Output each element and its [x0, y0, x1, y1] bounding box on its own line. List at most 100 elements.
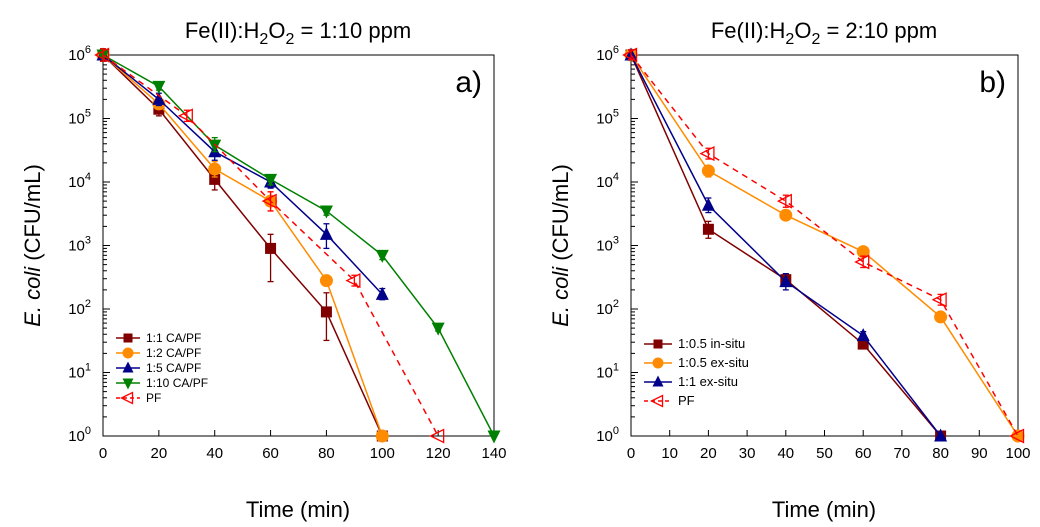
series-5 — [94, 47, 445, 444]
x-tick-label: 70 — [894, 445, 911, 462]
y-tick-label: 104 — [596, 171, 619, 191]
data-point — [776, 193, 792, 209]
series-line — [630, 54, 1019, 437]
y-tick-label: 105 — [68, 108, 91, 128]
legend-marker — [650, 394, 664, 408]
data-point — [152, 91, 166, 105]
legend-label: PF — [146, 391, 161, 405]
legend-marker — [122, 361, 134, 373]
x-tick-label: 0 — [99, 445, 107, 462]
x-tick-label: 80 — [318, 445, 335, 462]
y-tick-label: 101 — [68, 362, 91, 382]
data-point — [931, 292, 947, 308]
y-tick-label: 104 — [68, 171, 91, 191]
x-tick-label: 10 — [661, 445, 678, 462]
x-tick-label: 120 — [426, 445, 451, 462]
data-point — [208, 139, 222, 153]
series-line — [102, 54, 495, 437]
legend-marker — [653, 339, 663, 349]
series-2 — [624, 48, 1025, 443]
legend: 1:0.5 in-situ 1:0.5 ex-situ 1:1 ex-situ PF — [644, 336, 749, 408]
series-line — [102, 54, 383, 437]
x-tick-label: 80 — [932, 445, 949, 462]
data-point — [375, 429, 389, 443]
y-tick-label: 103 — [68, 235, 91, 255]
x-axis-label: Time (min) — [246, 497, 350, 522]
x-tick-label: 100 — [370, 445, 395, 462]
legend-label: 1:2 CA/PF — [146, 346, 201, 360]
legend-label: 1:0.5 in-situ — [678, 336, 745, 351]
data-point — [375, 286, 389, 300]
chart-title: Fe(II):H2O2 = 1:10 ppm — [185, 18, 411, 48]
data-point — [208, 162, 222, 176]
data-point — [702, 223, 714, 235]
x-tick-label: 0 — [627, 445, 635, 462]
y-tick-label: 102 — [68, 298, 91, 318]
legend-label: 1:1 CA/PF — [146, 331, 201, 345]
chart-panel-1: 0 20 40 60 80 100 120 140 100 101 102 103 104 105 106 F… — [20, 18, 507, 522]
data-point — [701, 164, 715, 178]
data-point — [934, 428, 948, 442]
series-1 — [97, 48, 388, 442]
data-point — [319, 205, 333, 219]
series-3 — [624, 47, 948, 442]
data-point — [319, 274, 333, 288]
panel-label: b) — [979, 66, 1006, 99]
x-tick-label: 60 — [262, 445, 279, 462]
data-point — [375, 249, 389, 263]
legend-label: 1:10 CA/PF — [146, 376, 208, 390]
chart-panel-2: 0 10 20 30 40 50 60 70 80 90 100 100 101 102 103 104 105… — [548, 18, 1031, 522]
legend-label: 1:5 CA/PF — [146, 361, 201, 375]
legend-label: 1:1 ex-situ — [678, 374, 738, 389]
y-tick-label: 105 — [596, 108, 619, 128]
data-point — [779, 208, 793, 222]
data-point — [94, 47, 110, 63]
data-point — [856, 328, 870, 342]
legend-label: 1:0.5 ex-situ — [678, 355, 749, 370]
data-point — [701, 197, 715, 211]
data-point — [209, 173, 221, 185]
x-tick-label: 30 — [739, 445, 756, 462]
y-tick-label: 101 — [596, 362, 619, 382]
data-point — [856, 245, 870, 259]
y-axis-label: E. coli (CFU/mL) — [548, 164, 573, 327]
y-tick-label: 100 — [68, 425, 91, 445]
data-point — [699, 146, 715, 162]
y-tick-label: 106 — [596, 44, 619, 64]
series-3 — [96, 47, 389, 301]
panel-label: a) — [455, 66, 482, 99]
chart-title: Fe(II):H2O2 = 2:10 ppm — [711, 18, 937, 48]
x-tick-label: 140 — [481, 445, 506, 462]
series-4 — [622, 47, 1025, 444]
x-axis-label: Time (min) — [772, 497, 876, 522]
legend-marker — [120, 391, 134, 405]
data-point — [854, 254, 870, 270]
data-point — [261, 193, 277, 209]
legend-marker — [122, 347, 134, 359]
legend-marker — [652, 357, 664, 369]
series-2 — [96, 48, 389, 443]
x-tick-label: 100 — [1005, 445, 1030, 462]
y-axis-label: E. coli (CFU/mL) — [20, 164, 45, 327]
data-point — [431, 322, 445, 336]
data-point — [487, 430, 501, 444]
x-tick-label: 40 — [777, 445, 794, 462]
data-point — [177, 108, 193, 124]
data-point — [779, 274, 793, 288]
data-point — [319, 226, 333, 240]
data-point — [265, 242, 277, 254]
x-tick-label: 50 — [816, 445, 833, 462]
data-point — [857, 338, 869, 350]
series-line — [102, 54, 383, 437]
data-point — [622, 47, 638, 63]
y-tick-label: 106 — [68, 44, 91, 64]
x-tick-label: 90 — [971, 445, 988, 462]
legend-label: PF — [678, 393, 695, 408]
data-point — [345, 273, 361, 289]
data-point — [264, 173, 278, 187]
x-tick-label: 40 — [206, 445, 223, 462]
data-point — [934, 310, 948, 324]
data-point — [1009, 428, 1025, 444]
